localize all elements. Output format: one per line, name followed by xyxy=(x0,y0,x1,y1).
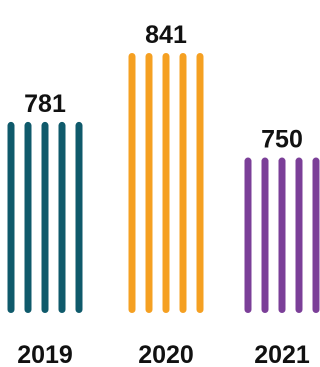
data-label: 781 xyxy=(24,90,66,118)
bar-2021 xyxy=(244,157,320,313)
data-label: 750 xyxy=(261,126,303,154)
labels-layer: 781 2019 841 2020 750 2021 xyxy=(17,21,310,367)
bar-2020 xyxy=(128,53,204,313)
category-label: 2021 xyxy=(254,341,310,367)
bars-layer xyxy=(7,53,320,313)
data-label: 841 xyxy=(145,21,187,49)
category-label: 2019 xyxy=(17,341,73,367)
category-label: 2020 xyxy=(138,341,194,367)
bar-2019 xyxy=(7,121,83,313)
